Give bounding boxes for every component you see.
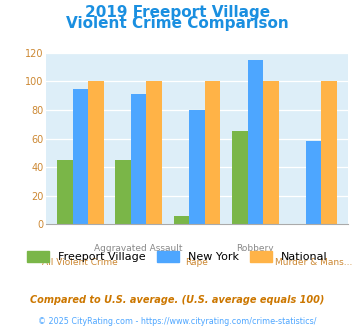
Text: Rape: Rape: [186, 258, 208, 267]
Bar: [189, 110, 205, 224]
Bar: [232, 131, 247, 224]
Bar: [247, 60, 263, 224]
Text: Robbery: Robbery: [236, 244, 274, 253]
Legend: Freeport Village, New York, National: Freeport Village, New York, National: [23, 247, 332, 267]
Bar: [263, 82, 279, 224]
Bar: [57, 160, 72, 224]
Text: All Violent Crime: All Violent Crime: [43, 258, 118, 267]
Text: Aggravated Assault: Aggravated Assault: [94, 244, 183, 253]
Bar: [131, 94, 147, 224]
Bar: [115, 160, 131, 224]
Text: 2019 Freeport Village: 2019 Freeport Village: [85, 5, 270, 20]
Bar: [72, 88, 88, 224]
Text: Violent Crime Comparison: Violent Crime Comparison: [66, 16, 289, 31]
Text: Compared to U.S. average. (U.S. average equals 100): Compared to U.S. average. (U.S. average …: [30, 295, 325, 305]
Bar: [147, 82, 162, 224]
Bar: [306, 142, 322, 224]
Bar: [174, 216, 189, 224]
Text: © 2025 CityRating.com - https://www.cityrating.com/crime-statistics/: © 2025 CityRating.com - https://www.city…: [38, 317, 317, 326]
Bar: [205, 82, 220, 224]
Text: Murder & Mans...: Murder & Mans...: [275, 258, 353, 267]
Bar: [88, 82, 104, 224]
Bar: [322, 82, 337, 224]
